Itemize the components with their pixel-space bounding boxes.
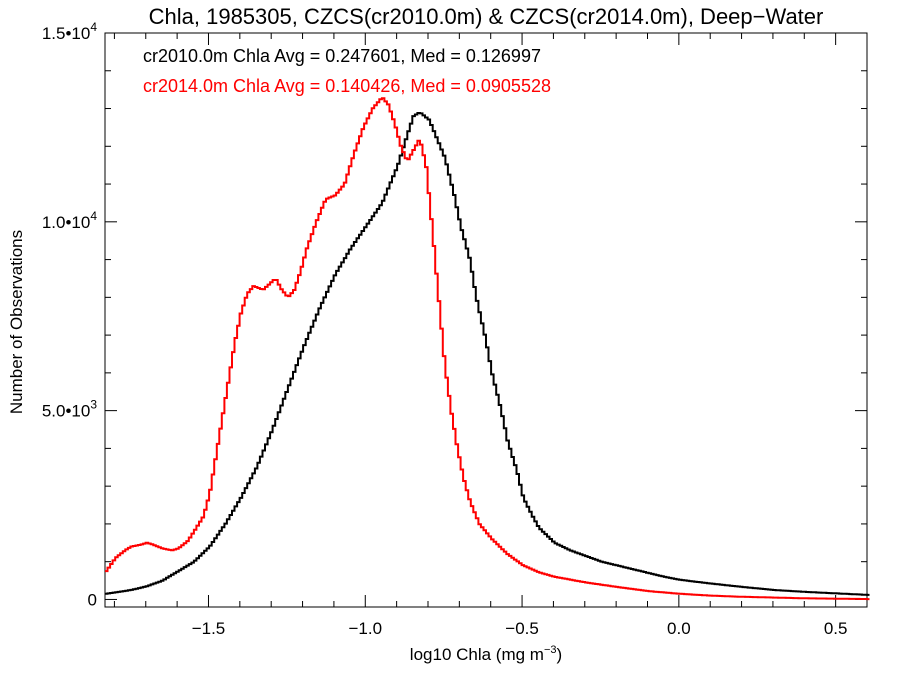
annotation-0: cr2010.0m Chla Avg = 0.247601, Med = 0.1… (143, 46, 541, 66)
y-axis-label: Number of Observations (7, 230, 26, 414)
series-group (105, 97, 870, 601)
x-tick-label: 0.0 (667, 619, 691, 638)
x-axis: −1.5 −1.0 −0.5 0.0 0.5 (113, 33, 868, 638)
x-tick-label: 0.5 (824, 619, 848, 638)
y-tick-label: 5.0•103 (42, 398, 98, 421)
chart-title: Chla, 1985305, CZCS(cr2010.0m) & CZCS(cr… (149, 4, 824, 29)
series-0-line (105, 112, 870, 596)
x-tick-label: −1.0 (348, 619, 382, 638)
y-tick-label: 1.5•104 (42, 20, 98, 43)
x-tick-label: −1.5 (192, 619, 226, 638)
x-tick-label: −0.5 (505, 619, 539, 638)
annotations: cr2010.0m Chla Avg = 0.247601, Med = 0.1… (143, 46, 551, 96)
y-axis: 0 5.0•103 1.0•104 1.5•104 (42, 20, 867, 609)
y-tick-label: 0 (88, 590, 97, 609)
plot-frame (104, 32, 868, 608)
series-1-line (105, 97, 870, 601)
x-axis-label: log10 Chla (mg m−3) (410, 644, 562, 664)
annotation-1: cr2014.0m Chla Avg = 0.140426, Med = 0.0… (143, 76, 551, 96)
y-tick-label: 1.0•104 (42, 209, 98, 232)
